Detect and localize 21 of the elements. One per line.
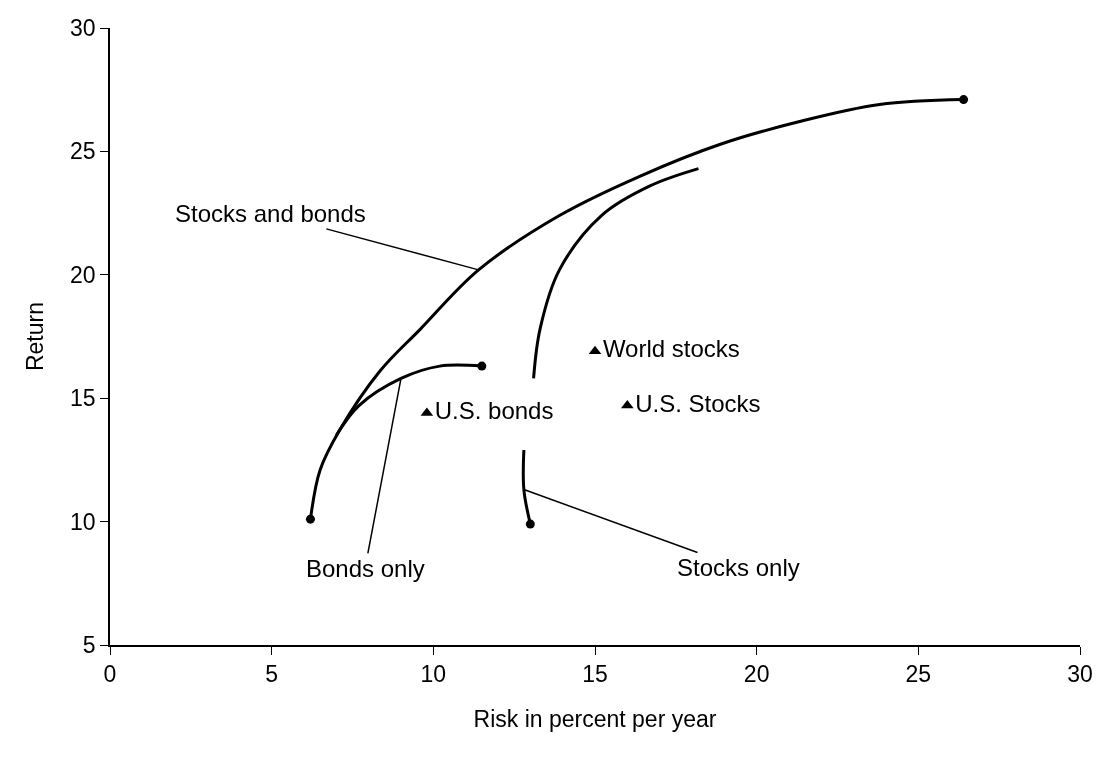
x-tick-label: 30 xyxy=(1067,661,1093,688)
x-tick-label: 25 xyxy=(905,661,932,688)
annotation: Stocks only xyxy=(677,554,800,581)
y-tick-label: 5 xyxy=(82,632,96,659)
y-tick-label: 20 xyxy=(70,261,96,288)
series-label: U.S. bonds xyxy=(434,397,554,425)
y-tick-label: 15 xyxy=(70,385,96,412)
series-label: U.S. Stocks xyxy=(635,389,761,417)
x-tick-label: 10 xyxy=(420,661,447,688)
series-label: World stocks xyxy=(602,335,740,363)
y-axis-title: Return xyxy=(22,301,49,372)
annotation: Bonds only xyxy=(306,555,425,582)
x-axis-title: Risk in percent per year xyxy=(473,706,717,733)
x-tick-label: 5 xyxy=(265,661,279,688)
x-tick-label: 15 xyxy=(582,661,608,688)
annotation: Stocks and bonds xyxy=(175,200,366,227)
y-tick-label: 30 xyxy=(70,15,96,42)
y-tick-label: 25 xyxy=(70,138,96,165)
y-tick-label: 10 xyxy=(70,508,96,535)
x-tick-label: 0 xyxy=(103,661,117,688)
x-tick-label: 20 xyxy=(743,661,770,688)
